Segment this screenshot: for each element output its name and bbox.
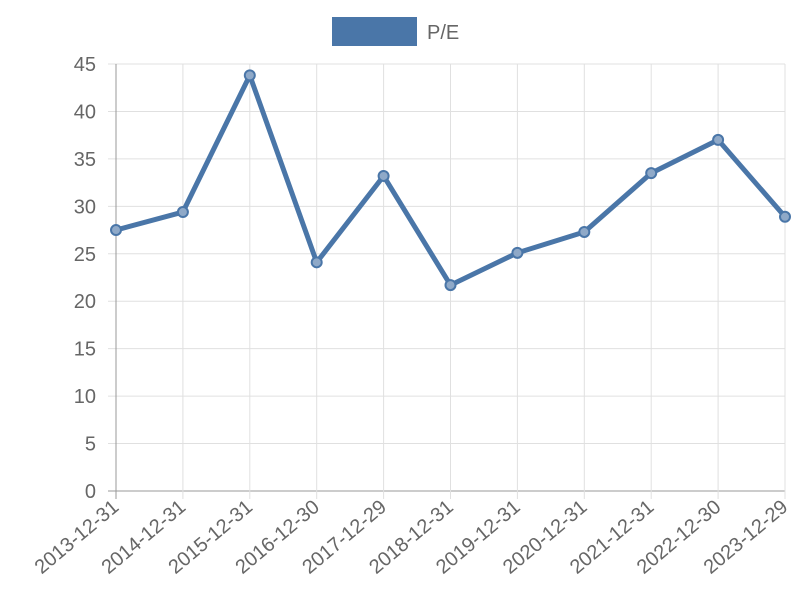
y-tick-label: 0 xyxy=(85,481,96,503)
point xyxy=(578,225,591,238)
y-tick-label: 25 xyxy=(74,244,96,266)
y-tick-label: 45 xyxy=(74,54,96,76)
y-tick-label: 20 xyxy=(74,291,96,313)
legend-label: P/E xyxy=(427,22,459,44)
point xyxy=(511,246,524,259)
point xyxy=(377,169,390,182)
point xyxy=(310,256,323,269)
point xyxy=(779,210,791,223)
y-tick-label: 30 xyxy=(74,196,96,218)
y-tick-label: 15 xyxy=(74,339,96,361)
point xyxy=(176,206,189,219)
y-tick-label: 10 xyxy=(74,386,96,408)
point xyxy=(444,279,457,292)
y-tick-label: 35 xyxy=(74,149,96,171)
point xyxy=(243,69,256,82)
y-tick-label: 5 xyxy=(85,434,96,456)
point xyxy=(110,224,122,237)
y-tick-label: 40 xyxy=(74,101,96,123)
point xyxy=(645,167,658,180)
legend-swatch xyxy=(332,17,417,46)
point xyxy=(712,133,725,146)
